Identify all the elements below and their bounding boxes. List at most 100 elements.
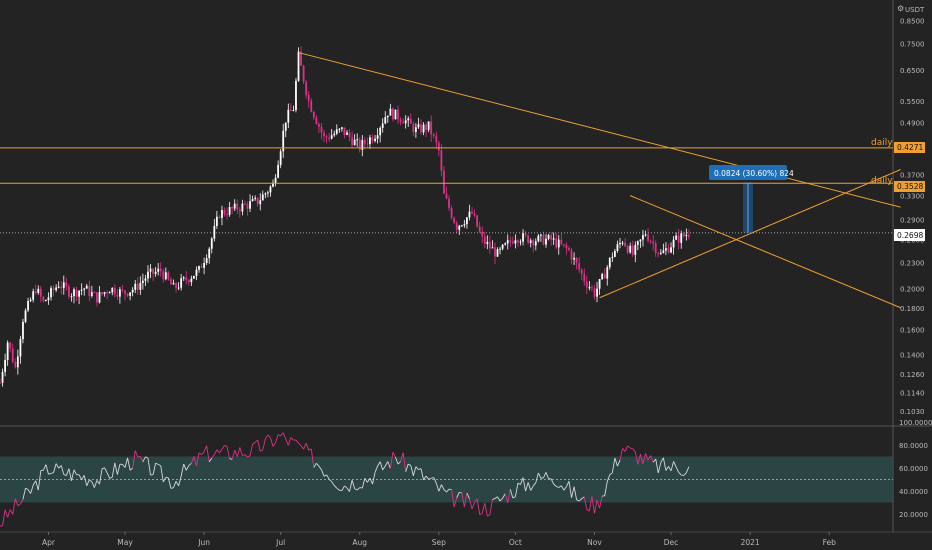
- rsi-segment: [489, 499, 493, 515]
- candle-body: [583, 273, 586, 282]
- candle-body: [55, 287, 58, 291]
- rsi-segment: [484, 503, 488, 517]
- candle-body: [626, 246, 629, 253]
- drawing-layer[interactable]: [0, 52, 901, 309]
- candle-body: [251, 198, 254, 202]
- rsi-segment: [668, 466, 672, 472]
- rsi-segment: [642, 453, 646, 465]
- candle-body: [325, 136, 328, 138]
- candle-body: [37, 288, 40, 293]
- rsi-segment: [341, 485, 345, 491]
- rsi-segment: [476, 498, 481, 515]
- candle-body: [471, 211, 473, 214]
- time-tick-label: Apr: [42, 538, 56, 547]
- rsi-segment: [662, 457, 667, 471]
- price-tick-label: 0.1260: [900, 371, 925, 379]
- candle-body: [141, 280, 144, 283]
- candle-body: [560, 239, 563, 245]
- rsi-segment: [35, 480, 39, 491]
- rsi-segment: [226, 446, 231, 459]
- rsi-segment: [183, 463, 187, 471]
- rsi-segment: [588, 496, 593, 512]
- rsi-segment: [234, 449, 238, 457]
- candle-body: [282, 130, 285, 152]
- candle-body: [358, 139, 361, 150]
- candle-body: [596, 288, 598, 297]
- candle-body: [677, 235, 680, 243]
- rsi-segment: [282, 432, 287, 440]
- candle-body: [343, 127, 346, 135]
- candle-body: [481, 231, 484, 237]
- candle-body: [65, 282, 68, 287]
- rsi-segment: [310, 448, 315, 468]
- rsi-segment: [517, 482, 521, 486]
- rsi-segment: [25, 487, 29, 491]
- candle-body: [241, 203, 244, 212]
- price-tick-label: 0.7500: [900, 41, 925, 49]
- rsi-segment: [321, 469, 325, 477]
- trendline[interactable]: [599, 169, 901, 299]
- rsi-segment: [190, 456, 195, 464]
- rsi-segment: [201, 451, 205, 455]
- rsi-segment: [596, 499, 601, 509]
- candle-body: [24, 310, 27, 322]
- candle-body: [16, 356, 19, 368]
- candle-body: [532, 240, 535, 246]
- rsi-segment: [578, 498, 583, 502]
- rsi-segment: [471, 502, 475, 510]
- candle-body: [356, 139, 359, 141]
- candle-body: [162, 271, 165, 280]
- candle-body: [366, 143, 369, 145]
- rsi-segment: [415, 466, 419, 471]
- candle-body: [453, 217, 456, 223]
- rsi-segment: [122, 464, 126, 468]
- level-label-1: daily: [871, 138, 893, 148]
- rsi-segment: [170, 487, 174, 489]
- rsi-segment: [420, 468, 424, 480]
- rsi-segment: [280, 432, 284, 437]
- settings-icon[interactable]: ⚙: [897, 4, 904, 13]
- candle-body: [468, 211, 471, 218]
- rsi-tick-label: 80.0000: [899, 442, 928, 450]
- candle-body: [238, 209, 241, 212]
- candle-body: [274, 177, 277, 183]
- rsi-segment: [354, 488, 358, 491]
- candle-body: [422, 124, 425, 133]
- candle-body: [116, 294, 119, 297]
- candle-body: [407, 118, 410, 121]
- measure-label: 0.0824 (30.60%) 824: [714, 169, 794, 178]
- rsi-segment: [614, 457, 618, 467]
- time-tick-label: May: [117, 538, 133, 547]
- candle-body: [667, 248, 670, 253]
- rsi-segment: [408, 463, 412, 466]
- candle-body: [312, 111, 315, 118]
- rsi-segment: [463, 492, 468, 507]
- rsi-segment: [402, 452, 407, 472]
- time-tick-label: Jul: [275, 538, 285, 547]
- candle-body: [106, 292, 109, 294]
- candle-body: [182, 277, 185, 279]
- trendline[interactable]: [630, 195, 901, 309]
- candle-body: [330, 135, 333, 139]
- rsi-segment: [364, 478, 368, 483]
- candle-body: [427, 121, 430, 130]
- rsi-segment: [344, 485, 348, 489]
- rsi-segment: [456, 492, 460, 498]
- rsi-segment: [351, 479, 356, 489]
- rsi-segment: [576, 499, 580, 502]
- rsi-segment: [553, 483, 557, 487]
- candle-body: [409, 118, 412, 124]
- rsi-segment: [65, 468, 70, 476]
- rsi-segment: [71, 469, 75, 481]
- measure-label-box[interactable]: [709, 165, 787, 180]
- candle-body: [570, 249, 573, 260]
- candle-body: [83, 288, 86, 290]
- price-tick-label: 0.2300: [900, 259, 925, 267]
- candle-body: [547, 235, 550, 239]
- candle-body: [333, 133, 336, 136]
- trendline[interactable]: [298, 52, 901, 208]
- candle-body: [147, 271, 149, 279]
- candle-body: [687, 234, 690, 237]
- rsi-segment: [173, 481, 177, 488]
